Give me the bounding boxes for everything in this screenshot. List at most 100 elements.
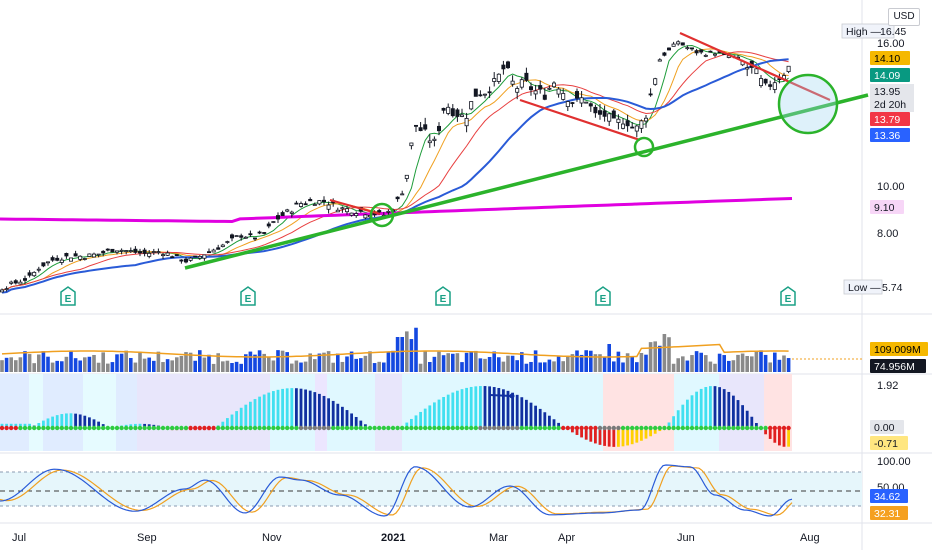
- volume-badge[interactable]: 74.956M: [870, 359, 926, 373]
- histogram-annotation-line: [489, 394, 513, 397]
- squeeze-dot: [317, 425, 322, 431]
- candle: [32, 271, 37, 277]
- earnings-marker[interactable]: E: [780, 286, 796, 306]
- volume-bar: [216, 353, 220, 372]
- histogram-bar: [465, 387, 468, 428]
- candle: [694, 50, 699, 54]
- squeeze-dot: [179, 425, 184, 431]
- squeeze-dot: [492, 425, 497, 431]
- badge-background: [870, 489, 908, 503]
- volume-bar: [124, 350, 128, 372]
- squeeze-dot: [202, 425, 207, 431]
- squeeze-dot: [262, 425, 267, 431]
- volume-bar: [257, 350, 262, 372]
- badge-background: [870, 359, 926, 373]
- histogram-bar: [83, 415, 87, 428]
- volume-bar: [331, 362, 335, 372]
- histogram-value-badge[interactable]: -0.71: [870, 436, 908, 450]
- histogram-bar: [736, 400, 740, 428]
- candle: [459, 114, 464, 117]
- volume-bar: [156, 351, 161, 372]
- squeeze-dot: [777, 425, 782, 431]
- volume-bar: [538, 362, 542, 372]
- squeeze-dot: [763, 425, 768, 431]
- time-axis-tick: Apr: [558, 532, 575, 544]
- earnings-marker-label: E: [245, 294, 252, 305]
- volume-bar: [184, 352, 188, 372]
- candle: [321, 199, 326, 203]
- ma-price-badge[interactable]: 13.36: [870, 128, 910, 142]
- time-axis-tick: Jun: [677, 532, 695, 544]
- candle: [110, 248, 115, 253]
- candle: [294, 202, 299, 205]
- squeeze-dot: [358, 425, 363, 431]
- histogram-bar: [699, 388, 703, 428]
- volume-bar: [165, 359, 170, 372]
- squeeze-dot: [464, 425, 469, 431]
- volume-bar: [198, 350, 202, 372]
- volume-bar: [50, 362, 55, 372]
- volume-bar: [579, 354, 584, 372]
- candle: [59, 259, 64, 263]
- earnings-marker[interactable]: E: [240, 286, 256, 306]
- squeeze-dot: [625, 425, 630, 431]
- ma-price-badge[interactable]: 13.79: [870, 112, 910, 126]
- squeeze-dot: [50, 425, 55, 431]
- histogram-bar: [55, 415, 59, 428]
- volume-bar: [299, 362, 303, 372]
- squeeze-dot: [239, 425, 244, 431]
- ma-price-badge[interactable]: 14.09: [870, 68, 910, 82]
- histogram-bar: [644, 428, 648, 439]
- squeeze-dot: [680, 425, 685, 431]
- volume-bar: [602, 357, 607, 372]
- ma-price-badge[interactable]: 14.10: [870, 51, 910, 65]
- histogram-bar: [603, 428, 606, 446]
- squeeze-dot: [717, 425, 722, 431]
- long-ma-price-badge[interactable]: 9.10: [870, 200, 904, 214]
- candle: [657, 59, 662, 62]
- histogram-bar: [686, 399, 689, 428]
- target-circle: [777, 73, 839, 135]
- histogram-bar: [681, 404, 685, 428]
- badge-background: [870, 342, 928, 356]
- histogram-bar: [598, 428, 602, 445]
- earnings-marker[interactable]: E: [595, 286, 611, 306]
- earnings-marker[interactable]: E: [435, 286, 451, 306]
- volume-bar: [685, 360, 690, 372]
- candle: [174, 254, 179, 257]
- stochastic-k-badge[interactable]: 34.62: [870, 489, 908, 503]
- badge-value: 109.009M: [874, 344, 921, 356]
- histogram-region: [627, 374, 674, 451]
- squeeze-dot: [607, 425, 612, 431]
- volume-bar: [129, 357, 133, 372]
- squeeze-dot: [225, 425, 230, 431]
- histogram-zero-badge[interactable]: 0.00: [870, 420, 904, 434]
- squeeze-dot: [266, 425, 271, 431]
- volume-bar: [543, 362, 547, 372]
- squeeze-dot: [726, 425, 731, 431]
- histogram-bar: [764, 428, 767, 435]
- volume-bar: [612, 361, 616, 372]
- high-marker: High —: [841, 23, 895, 39]
- earnings-marker[interactable]: E: [60, 286, 76, 306]
- volume-bar: [520, 352, 524, 372]
- volume-bar: [754, 350, 759, 372]
- volume-ma-badge[interactable]: 109.009M: [870, 342, 928, 356]
- volume-bar: [359, 358, 363, 372]
- histogram-bar: [557, 422, 560, 428]
- candle: [160, 254, 165, 257]
- currency-label[interactable]: USD: [888, 8, 920, 26]
- squeeze-dot: [156, 425, 161, 431]
- histogram-bar: [617, 428, 620, 447]
- histogram-bar: [782, 428, 786, 447]
- stochastic-d-badge[interactable]: 32.31: [870, 506, 908, 520]
- volume-bar: [777, 359, 782, 372]
- candle: [423, 124, 428, 130]
- squeeze-dot: [114, 425, 120, 431]
- histogram-bar: [46, 418, 50, 428]
- histogram-bar: [580, 428, 583, 438]
- volume-bar: [506, 355, 510, 372]
